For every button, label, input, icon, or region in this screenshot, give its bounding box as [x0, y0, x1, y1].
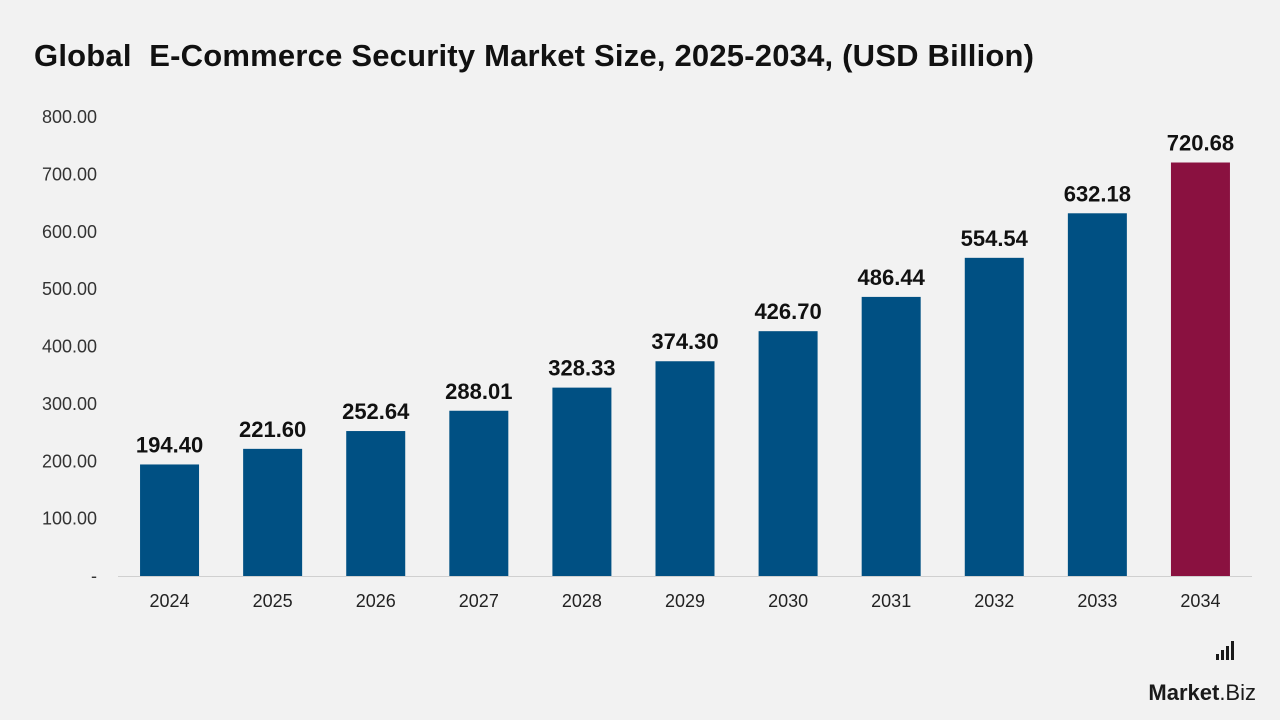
data-label-2026: 252.64: [342, 399, 410, 424]
x-tick-label-2030: 2030: [768, 591, 808, 611]
brand-logo: Market .Biz: [1148, 641, 1256, 706]
bar-2032: [964, 257, 1024, 576]
y-tick-label: 300.00: [42, 394, 97, 414]
data-label-2028: 328.33: [548, 356, 615, 381]
data-label-2034: 720.68: [1167, 131, 1234, 156]
data-label-2024: 194.40: [136, 432, 203, 457]
x-tick-label-2028: 2028: [562, 591, 602, 611]
bar-2026: [346, 431, 406, 576]
bar-2031: [861, 296, 921, 576]
data-labels: 194.40 221.60 252.64 288.01 328.33 374.30 426.…: [136, 131, 1234, 458]
x-tick-label-2024: 2024: [150, 591, 190, 611]
bar-2034: [1170, 162, 1230, 576]
x-tick-label-2025: 2025: [253, 591, 293, 611]
y-tick-label: 700.00: [42, 164, 97, 184]
data-label-2030: 426.70: [754, 299, 821, 324]
data-label-2025: 221.60: [239, 417, 306, 442]
data-label-2033: 632.18: [1064, 181, 1131, 206]
brand-name-rest: .Biz: [1219, 680, 1256, 705]
bar-2029: [655, 361, 715, 576]
bar-2033: [1067, 213, 1127, 576]
bar-2030: [758, 331, 818, 576]
data-label-2029: 374.30: [651, 329, 718, 354]
bars: [140, 162, 1230, 576]
x-tick-label-2033: 2033: [1077, 591, 1117, 611]
data-label-2027: 288.01: [445, 379, 512, 404]
x-tick-label-2031: 2031: [871, 591, 911, 611]
x-tick-label-2027: 2027: [459, 591, 499, 611]
bar-2028: [552, 387, 612, 576]
data-label-2031: 486.44: [858, 265, 926, 290]
x-tick-label-2029: 2029: [665, 591, 705, 611]
chart-title: Global E-Commerce Security Market Size, …: [34, 38, 1035, 73]
x-tick-label-2032: 2032: [974, 591, 1014, 611]
x-tick-label-2026: 2026: [356, 591, 396, 611]
y-tick-label: 600.00: [42, 222, 97, 242]
bar-2024: [140, 464, 200, 576]
data-label-2032: 554.54: [961, 226, 1029, 251]
x-axis: 2024 2025 2026 2027 2028 2029 2030 2031 2032 2033…: [118, 576, 1252, 611]
x-tick-label-2034: 2034: [1180, 591, 1220, 611]
y-tick-label: 100.00: [42, 509, 97, 529]
y-tick-label: 800.00: [42, 107, 97, 127]
y-axis: - 100.00 200.00 300.00 400.00 500.00 600.00 700…: [42, 107, 97, 586]
logo-bars-icon: [1216, 640, 1234, 660]
brand-name-bold: Market: [1148, 680, 1220, 705]
bar-2027: [449, 410, 509, 576]
bar-2025: [243, 448, 303, 576]
y-tick-label: 400.00: [42, 337, 97, 357]
y-tick-label: 200.00: [42, 451, 97, 471]
y-tick-label: 500.00: [42, 279, 97, 299]
y-tick-label: -: [91, 566, 97, 586]
